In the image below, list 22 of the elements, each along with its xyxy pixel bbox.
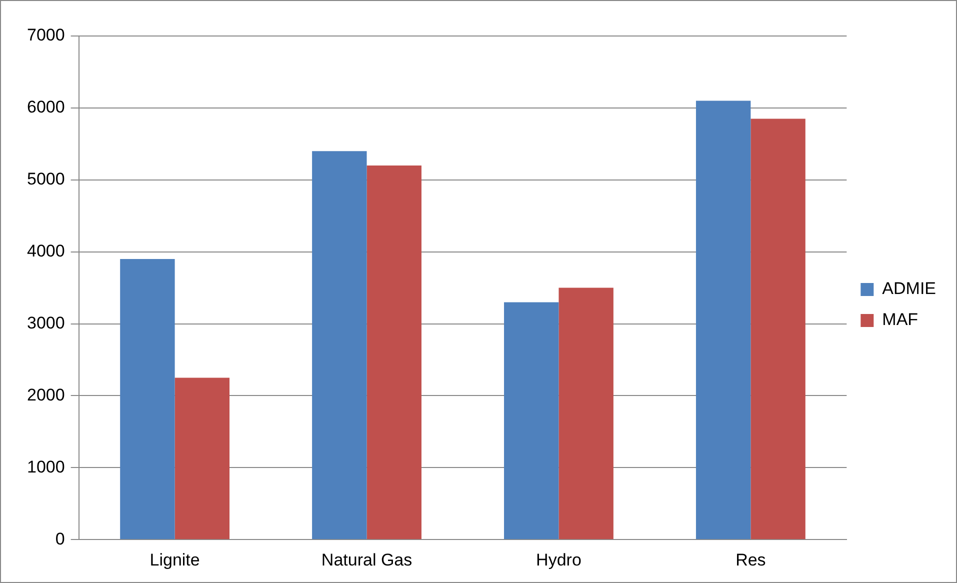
y-tick-label: 1000 — [26, 457, 65, 476]
x-tick-label: Res — [736, 550, 766, 570]
y-tick-label: 5000 — [26, 170, 65, 189]
legend-label: ADMIE — [882, 279, 936, 298]
y-tick-label: 4000 — [26, 242, 65, 261]
legend-label: MAF — [882, 310, 918, 330]
bar — [312, 151, 367, 540]
x-tick-label: Hydro — [536, 550, 582, 570]
y-tick-label: 7000 — [26, 26, 65, 45]
bar — [174, 378, 230, 540]
y-tick-label: 0 — [55, 529, 65, 548]
bar — [504, 302, 559, 540]
bar — [366, 165, 422, 540]
bar — [558, 288, 614, 540]
y-tick-label: 2000 — [26, 385, 65, 404]
bar — [750, 118, 806, 540]
bar — [696, 100, 751, 540]
x-tick-label: Lignite — [150, 550, 200, 570]
y-tick-label: 3000 — [26, 313, 65, 332]
y-tick-label: 6000 — [26, 98, 65, 117]
bar — [120, 259, 175, 540]
x-tick-label: Natural Gas — [321, 550, 412, 570]
